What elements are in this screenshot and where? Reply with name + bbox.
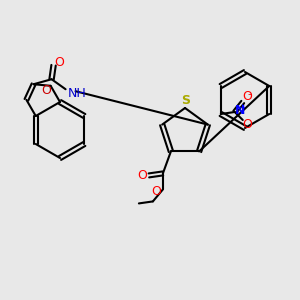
Text: O: O — [242, 118, 252, 130]
Text: O: O — [55, 56, 64, 69]
Text: NH: NH — [68, 87, 86, 100]
Text: N: N — [235, 103, 245, 116]
Text: O: O — [137, 169, 147, 182]
Text: O: O — [151, 185, 161, 198]
Text: -: - — [248, 89, 252, 99]
Text: +: + — [238, 103, 245, 112]
Text: S: S — [182, 94, 190, 107]
Text: O: O — [42, 84, 52, 97]
Text: O: O — [242, 89, 252, 103]
